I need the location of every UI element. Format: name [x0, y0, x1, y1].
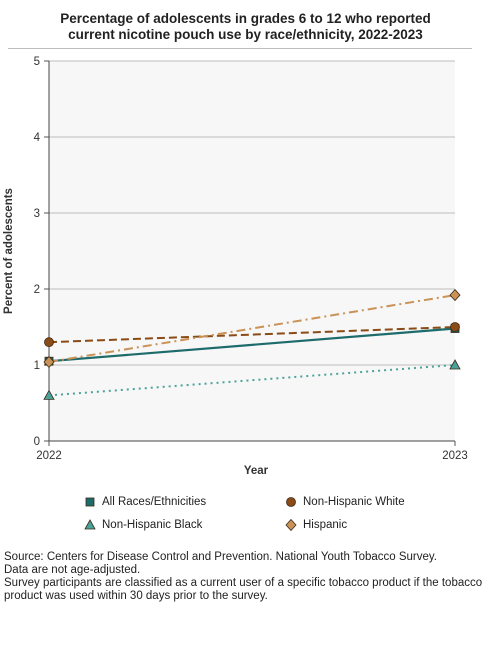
legend-label: Non-Hispanic White: [303, 496, 405, 508]
legend-label: All Races/Ethnicities: [102, 496, 207, 508]
data-point-marker: [43, 389, 55, 400]
legend-marker-icon: [286, 497, 296, 507]
legend-item: Hispanic: [285, 519, 347, 531]
legend-label: Non-Hispanic Black: [102, 519, 203, 531]
x-tick-label: 2023: [442, 450, 468, 462]
y-tick-label: 2: [34, 284, 40, 296]
series-line-3: [48, 294, 456, 363]
legend-item: All Races/Ethnicities: [84, 496, 206, 508]
legend-label: Hispanic: [303, 519, 348, 531]
series-line-2: [48, 364, 456, 397]
data-point-marker: [449, 288, 461, 302]
line-chart: 0 1 2 3 4 5 2022 2023 Year Percent of adolescents: [3, 48, 472, 477]
y-tick-label: 4: [34, 132, 41, 144]
legend-marker: [285, 519, 297, 531]
chart-title-line: current nicotine pouch use by race/ethni…: [68, 27, 423, 42]
legend-marker: [84, 519, 96, 530]
x-axis-label: Year: [244, 465, 269, 477]
legend-marker: [286, 497, 296, 507]
series-line-1: [48, 326, 456, 344]
plot-area: [49, 61, 455, 441]
legend-item: Non-Hispanic White: [285, 496, 405, 508]
footer-definition: Survey participants are classified as a …: [4, 577, 483, 602]
data-point-marker: [450, 322, 460, 332]
data-point-marker: [43, 355, 55, 369]
footer-source: Source: Centers for Disease Control and …: [4, 551, 437, 563]
y-tick-label: 3: [34, 208, 40, 220]
series-line-0: [48, 327, 456, 363]
data-point-marker: [449, 359, 461, 370]
chart-title: Percentage of adolescents in grades 6 to…: [0, 11, 491, 43]
legend-marker: [85, 497, 95, 507]
y-tick-label: 5: [34, 56, 40, 68]
legend-marker-icon: [84, 519, 96, 530]
y-axis-label: Percent of adolescents: [3, 188, 15, 314]
y-tick-label: 1: [34, 360, 40, 372]
chart-title-line: Percentage of adolescents in grades 6 to…: [60, 11, 431, 26]
y-tick-label: 0: [34, 436, 40, 448]
legend-marker-icon: [85, 497, 95, 507]
footer-note: Data are not age-adjusted.: [4, 564, 141, 576]
x-tick-label: 2022: [36, 450, 62, 462]
legend-marker-icon: [285, 519, 297, 531]
data-point-marker: [44, 337, 54, 348]
legend-item: Non-Hispanic Black: [84, 519, 202, 531]
